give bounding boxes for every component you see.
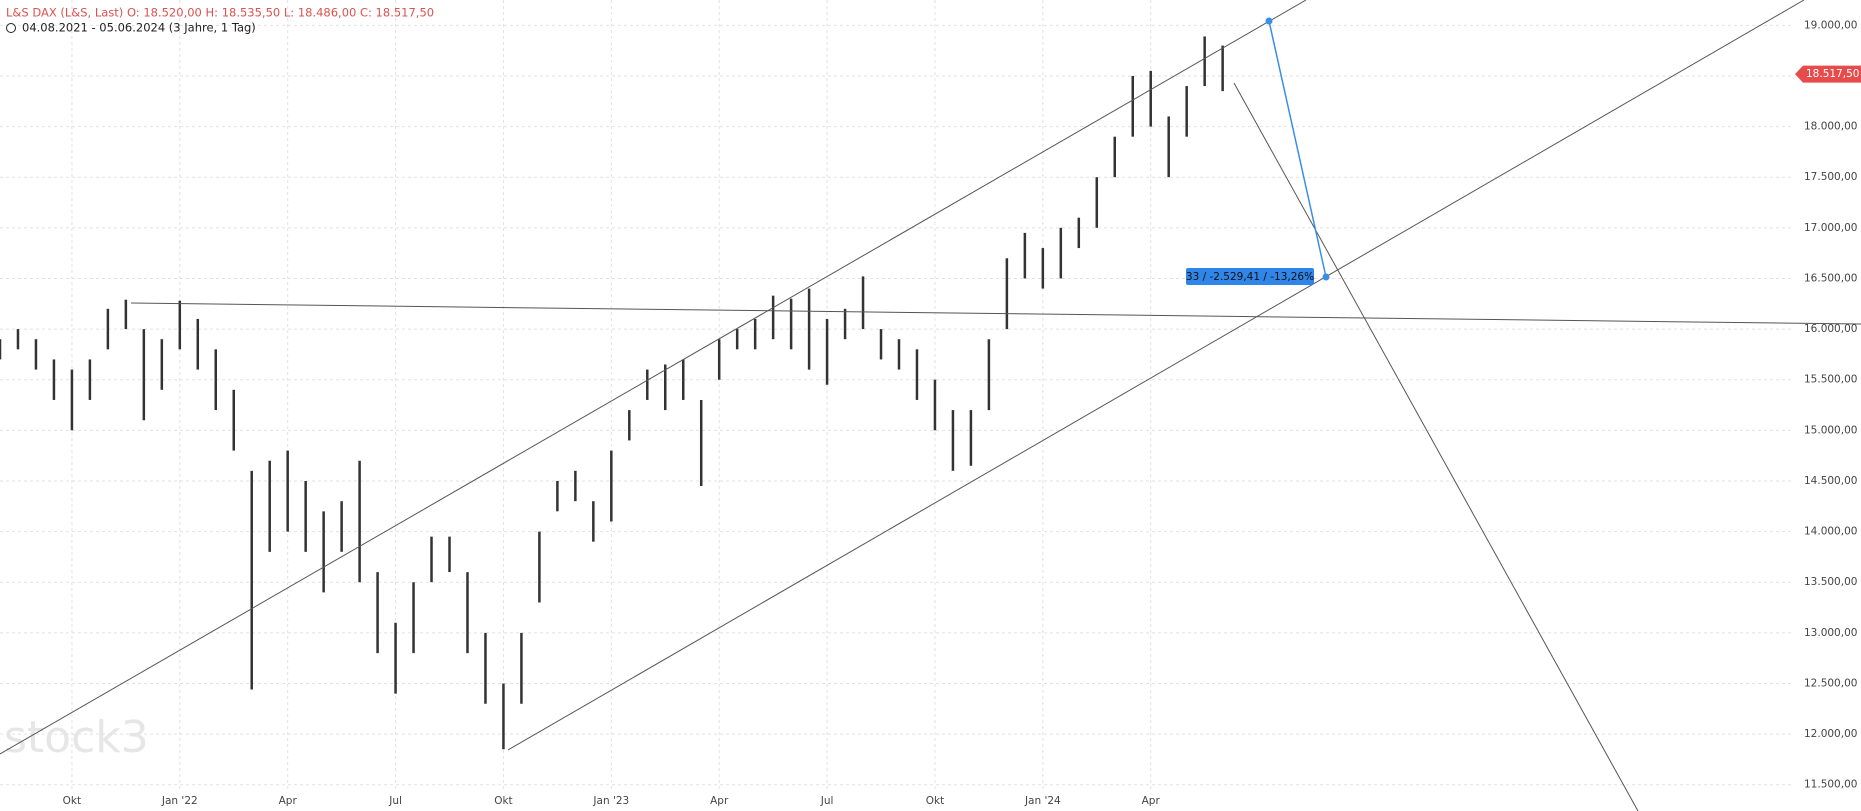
measure-label: 33 / -2.529,41 / -13,26% <box>1186 271 1314 283</box>
y-tick-label: 15.500,00 <box>1804 374 1857 386</box>
measure-point[interactable] <box>1265 17 1273 25</box>
x-tick-label: Jan '23 <box>592 795 629 807</box>
y-tick-label: 19.000,00 <box>1804 19 1857 31</box>
x-tick-label: Apr <box>710 795 729 807</box>
watermark: stock3 <box>4 712 149 763</box>
y-tick-label: 15.000,00 <box>1804 424 1857 436</box>
y-tick-label: 16.000,00 <box>1804 323 1857 335</box>
x-tick-label: Okt <box>494 795 512 807</box>
y-tick-label: 18.000,00 <box>1804 121 1857 133</box>
measure-line <box>1268 20 1327 278</box>
y-tick-label: 14.000,00 <box>1804 526 1857 538</box>
y-tick-label: 14.500,00 <box>1804 475 1857 487</box>
last-price-tag <box>1795 65 1861 83</box>
x-tick-label: Okt <box>63 795 81 807</box>
trend-line <box>130 302 1861 325</box>
y-tick-label: 13.000,00 <box>1804 627 1857 639</box>
y-tick-label: 12.500,00 <box>1804 677 1857 689</box>
trend-line <box>1233 82 1639 811</box>
x-tick-label: Jan '24 <box>1024 795 1061 807</box>
x-tick-label: Jul <box>388 795 402 807</box>
trend-line <box>507 0 1805 751</box>
y-tick-label: 16.500,00 <box>1804 272 1857 284</box>
y-tick-label: 13.500,00 <box>1804 576 1857 588</box>
y-tick-label: 11.500,00 <box>1804 779 1857 791</box>
x-tick-label: Apr <box>1142 795 1161 807</box>
measure-box <box>1186 268 1314 285</box>
x-tick-label: Jan '22 <box>161 795 198 807</box>
y-tick-label: 12.000,00 <box>1804 728 1857 740</box>
symbol-line: L&S DAX (L&S, Last) O: 18.520,00 H: 18.5… <box>6 6 434 20</box>
x-tick-label: Jul <box>820 795 834 807</box>
trend-line <box>0 0 1307 755</box>
range-line: 04.08.2021 - 05.06.2024 (3 Jahre, 1 Tag) <box>22 21 256 35</box>
y-tick-label: 17.000,00 <box>1804 222 1857 234</box>
x-tick-label: Okt <box>926 795 944 807</box>
measure-point[interactable] <box>1322 273 1330 281</box>
clock-icon <box>6 23 16 33</box>
x-tick-label: Apr <box>279 795 298 807</box>
y-tick-label: 17.500,00 <box>1804 171 1857 183</box>
last-price-label: 18.517,50 <box>1806 68 1859 80</box>
